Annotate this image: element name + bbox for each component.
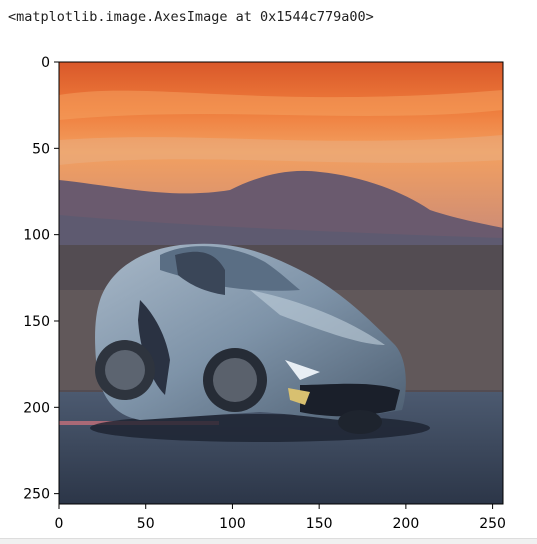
car-photo	[59, 62, 503, 504]
y-tick-label: 200	[23, 400, 50, 416]
car-side-intake	[138, 300, 170, 395]
y-tick-label: 50	[32, 141, 50, 157]
image-plot: 0 50 100 150 200 250 0 50 100 150 200 250	[23, 55, 506, 530]
car-side-window	[175, 251, 225, 295]
output-repr-text: <matplotlib.image.AxesImage at 0x1544c77…	[8, 9, 374, 25]
axes-frame	[58, 61, 504, 505]
x-tick-label: 50	[137, 516, 155, 530]
x-axis-ticks: 0 50 100 150 200 250	[55, 504, 506, 530]
y-tick-label: 250	[23, 487, 50, 503]
x-tick-label: 100	[219, 516, 246, 530]
x-tick-label: 0	[55, 516, 64, 530]
car-body	[95, 243, 406, 420]
cloud-streak	[59, 90, 503, 120]
y-tick-label: 100	[23, 228, 50, 244]
y-tick-label: 0	[41, 55, 50, 71]
car-rear-wheel-rim	[105, 350, 145, 390]
y-tick-label: 150	[23, 314, 50, 330]
car-headlight	[285, 360, 320, 380]
car-hood-shine	[250, 290, 385, 345]
x-tick-label: 250	[479, 516, 506, 530]
car-front-wheel-rim	[213, 358, 257, 402]
car-fog-light	[288, 388, 310, 405]
x-tick-label: 200	[393, 516, 420, 530]
cloud-streak	[59, 135, 503, 165]
car-front-grille	[300, 383, 400, 417]
y-axis-ticks: 0 50 100 150 200 250	[23, 55, 59, 503]
car-right-wheel	[338, 410, 382, 434]
x-tick-label: 150	[306, 516, 333, 530]
scroll-area-edge	[0, 538, 537, 544]
